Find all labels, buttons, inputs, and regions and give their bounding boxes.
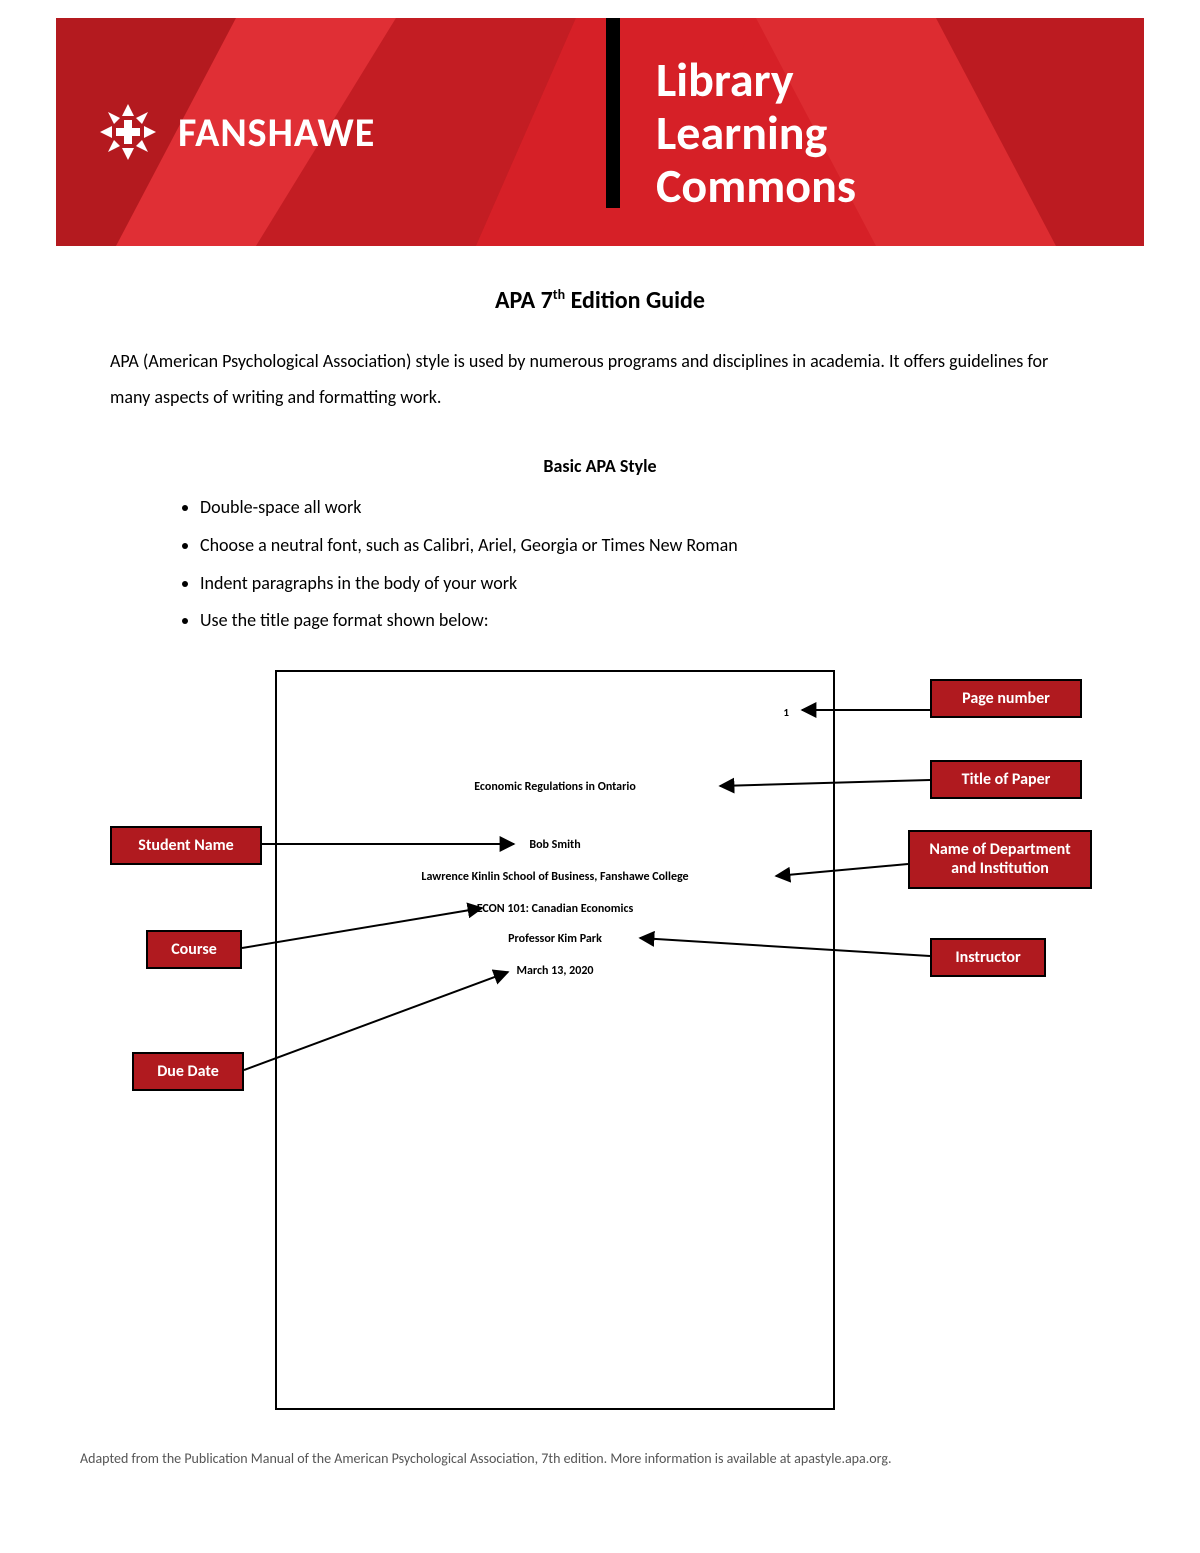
callout-date: Due Date (132, 1052, 244, 1091)
list-item: Indent paragraphs in the body of your wo… (200, 565, 1090, 603)
callout-instructor: Instructor (930, 938, 1046, 977)
content: APA 7th Edition Guide APA (American Psyc… (0, 246, 1200, 1430)
banner-divider (606, 18, 620, 208)
style-bullet-list: Double-space all work Choose a neutral f… (110, 489, 1090, 640)
list-item: Double-space all work (200, 489, 1090, 527)
sample-title: Economic Regulations in Ontario (277, 780, 833, 794)
callout-course: Course (146, 930, 242, 969)
title-page-diagram: 1 Economic Regulations in Ontario Bob Sm… (110, 670, 1090, 1430)
fanshawe-icon (96, 100, 160, 164)
banner-title-line2: Learning (656, 107, 856, 160)
header-banner: FANSHAWE Library Learning Commons (56, 18, 1144, 246)
sample-student: Bob Smith (277, 838, 833, 852)
callout-title: Title of Paper (930, 760, 1082, 799)
sample-date: March 13, 2020 (277, 964, 833, 978)
callout-page-number: Page number (930, 679, 1082, 718)
footer-note: Adapted from the Publication Manual of t… (0, 1430, 1200, 1497)
sample-dept: Lawrence Kinlin School of Business, Fans… (277, 870, 833, 884)
section-title: Basic APA Style (110, 455, 1090, 477)
intro-paragraph: APA (American Psychological Association)… (110, 343, 1090, 415)
callout-dept: Name of Department and Institution (908, 830, 1092, 888)
banner-title-line3: Commons (656, 160, 856, 213)
banner-title: Library Learning Commons (656, 54, 856, 212)
list-item: Use the title page format shown below: (200, 602, 1090, 640)
banner-title-line1: Library (656, 54, 856, 107)
sample-title-page: 1 Economic Regulations in Ontario Bob Sm… (275, 670, 835, 1410)
title-suffix: Edition Guide (565, 286, 705, 315)
sample-page-number: 1 (783, 706, 789, 719)
logo-text: FANSHAWE (178, 108, 375, 157)
page-title: APA 7th Edition Guide (110, 286, 1090, 315)
callout-student: Student Name (110, 826, 262, 865)
list-item: Choose a neutral font, such as Calibri, … (200, 527, 1090, 565)
sample-course: ECON 101: Canadian Economics (277, 902, 833, 916)
title-sup: th (553, 286, 565, 303)
title-prefix: APA 7 (495, 286, 553, 315)
sample-instructor: Professor Kim Park (277, 932, 833, 946)
logo: FANSHAWE (96, 100, 375, 164)
